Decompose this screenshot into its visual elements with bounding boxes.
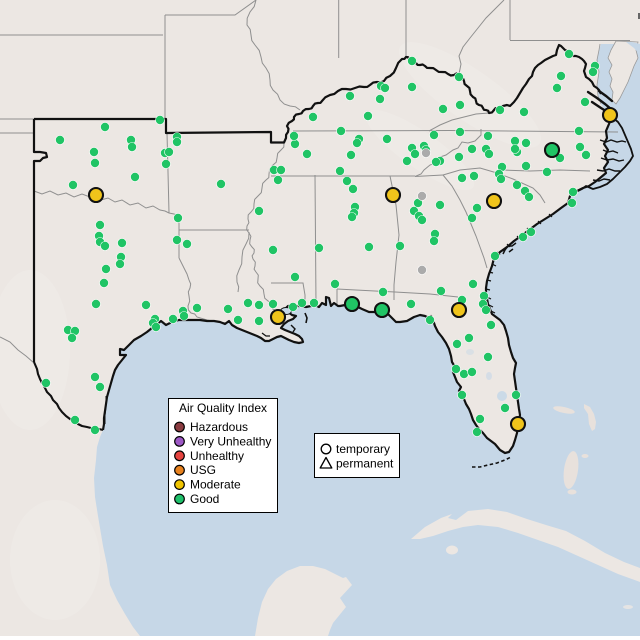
- svg-text:Good: Good: [190, 492, 219, 506]
- svg-text:Air Quality Index: Air Quality Index: [179, 401, 267, 415]
- svg-text:Hazardous: Hazardous: [190, 420, 248, 434]
- svg-text:Moderate: Moderate: [190, 478, 241, 492]
- svg-text:permanent: permanent: [336, 457, 394, 471]
- svg-text:Very Unhealthy: Very Unhealthy: [190, 434, 271, 448]
- svg-text:temporary: temporary: [336, 442, 390, 456]
- svg-text:USG: USG: [190, 463, 216, 477]
- svg-text:Unhealthy: Unhealthy: [190, 449, 244, 463]
